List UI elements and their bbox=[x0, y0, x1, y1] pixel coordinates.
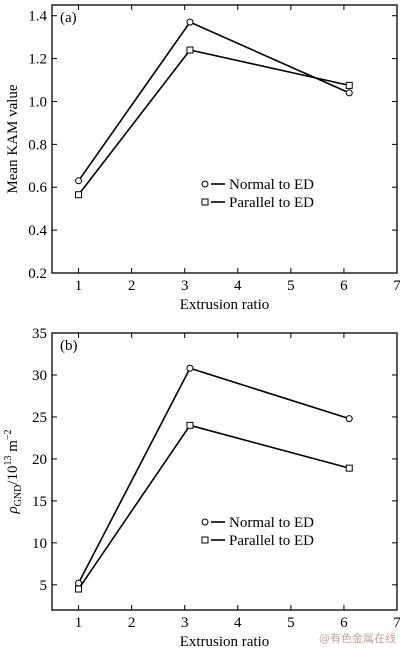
y-tick-label: 10 bbox=[32, 536, 47, 552]
y-tick-label: 20 bbox=[32, 452, 47, 468]
legend-label: Normal to ED bbox=[229, 515, 314, 531]
x-tick-label: 3 bbox=[181, 278, 189, 294]
y-axis-title: ρGND/1013 m−2 bbox=[3, 429, 24, 514]
data-point-circle bbox=[75, 177, 83, 185]
panel-b: 1 2 3 4 5 6 7 5 10 15 20 25 30 35 (b) Extrusion ratio ρG… bbox=[3, 326, 400, 648]
y-axis-title-part: /10 bbox=[5, 466, 21, 485]
x-tick-label: 5 bbox=[287, 615, 295, 631]
y-tick-label: 1.2 bbox=[28, 52, 47, 68]
y-tick-label: 0.2 bbox=[28, 266, 47, 282]
panel-label: (a) bbox=[60, 10, 77, 26]
x-tick-label: 2 bbox=[128, 278, 136, 294]
legend-marker-circle bbox=[201, 180, 209, 188]
legend-label: Parallel to ED bbox=[229, 195, 314, 211]
x-axis-title: Extrusion ratio bbox=[180, 634, 270, 648]
data-point-circle bbox=[345, 415, 353, 423]
y-tick-label: 0.6 bbox=[28, 180, 47, 196]
x-tick-label: 7 bbox=[393, 278, 400, 294]
legend-marker-circle bbox=[201, 518, 209, 526]
watermark: @有色金属在线 bbox=[319, 631, 396, 645]
plot-frame bbox=[51, 332, 398, 611]
data-point-square bbox=[75, 191, 83, 199]
legend-marker-square bbox=[201, 198, 209, 206]
y-axis-title-part: ρ bbox=[5, 506, 21, 514]
x-tick-label: 3 bbox=[181, 615, 189, 631]
panel-a: 1 2 3 4 5 6 7 0.2 0.4 0.6 0.8 1.0 1.2 1.4 (a) Extrusion… bbox=[5, 4, 400, 313]
y-tick-label: 0.4 bbox=[28, 223, 47, 239]
data-point-square bbox=[75, 585, 83, 593]
y-axis-title-part: m bbox=[5, 440, 21, 456]
y-tick-label: 1.4 bbox=[28, 9, 47, 25]
x-tick-label: 2 bbox=[128, 615, 136, 631]
x-tick-label: 5 bbox=[287, 278, 295, 294]
y-tick-label: 0.8 bbox=[28, 137, 47, 153]
y-tick-label: 30 bbox=[32, 368, 47, 384]
x-axis-title: Extrusion ratio bbox=[180, 297, 270, 313]
legend-label: Parallel to ED bbox=[229, 533, 314, 549]
legend-marker-square bbox=[201, 536, 209, 544]
data-point-square bbox=[186, 421, 194, 429]
x-tick-label: 4 bbox=[234, 278, 242, 294]
series-line-1 bbox=[77, 21, 350, 182]
data-point-circle bbox=[345, 89, 353, 97]
data-point-square bbox=[345, 81, 353, 89]
x-tick-label: 4 bbox=[234, 615, 242, 631]
data-point-square bbox=[345, 464, 353, 472]
x-tick-label: 1 bbox=[75, 615, 83, 631]
data-point-circle bbox=[186, 364, 194, 372]
y-tick-label: 35 bbox=[32, 326, 47, 342]
panel-label: (b) bbox=[60, 338, 78, 354]
data-point-square bbox=[186, 46, 194, 54]
x-tick-label: 6 bbox=[340, 615, 348, 631]
legend-label: Normal to ED bbox=[229, 177, 314, 193]
y-tick-label: 15 bbox=[32, 494, 47, 510]
x-tick-label: 1 bbox=[75, 278, 83, 294]
y-axis-title-part: −2 bbox=[3, 429, 14, 440]
data-point-circle bbox=[186, 18, 194, 26]
series-line-1 bbox=[77, 367, 350, 584]
y-axis-title-part: 13 bbox=[3, 456, 14, 466]
y-tick-label: 5 bbox=[40, 578, 48, 594]
x-tick-label: 6 bbox=[340, 278, 348, 294]
plot-frame bbox=[51, 4, 398, 274]
y-tick-label: 25 bbox=[32, 410, 47, 426]
series-line-2 bbox=[77, 424, 350, 590]
x-tick-label: 7 bbox=[393, 615, 400, 631]
y-tick-label: 1.0 bbox=[28, 94, 47, 110]
y-axis-title-part: GND bbox=[13, 485, 24, 507]
y-axis-title: Mean KAM value bbox=[5, 84, 21, 193]
